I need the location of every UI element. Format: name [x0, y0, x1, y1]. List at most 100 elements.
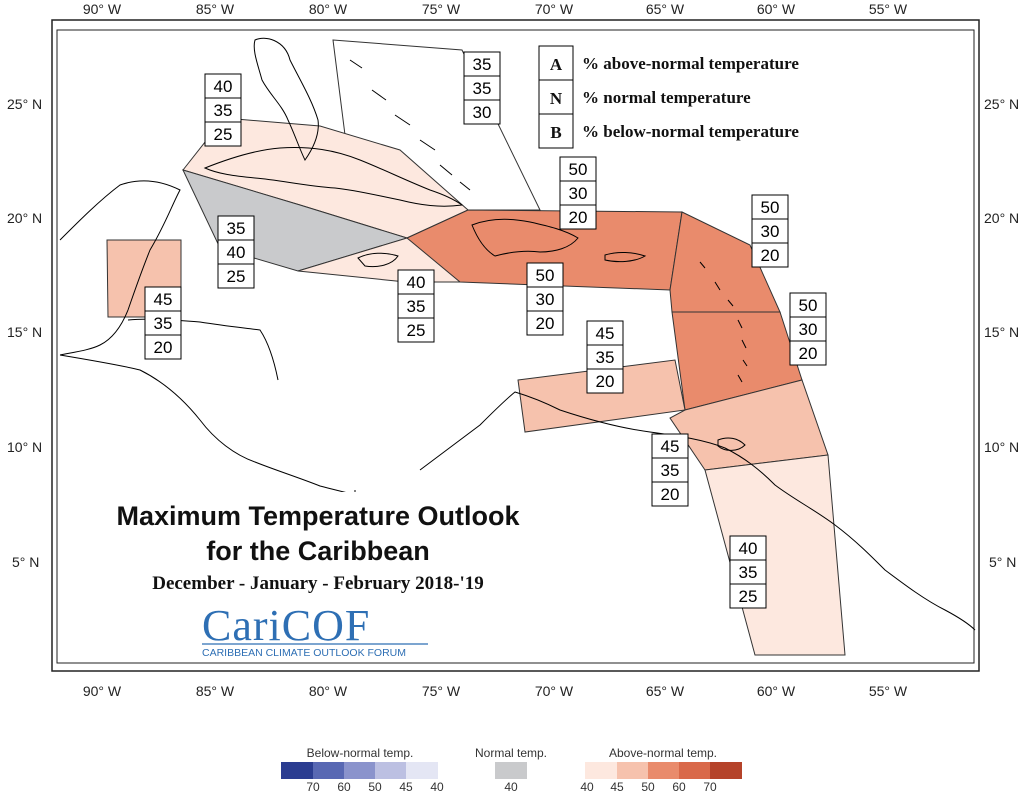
probability-cell — [526, 310, 564, 336]
lat-tick-label: 10° N — [7, 439, 42, 455]
legend-key-letter-a: A — [550, 55, 563, 74]
probability-cell — [789, 340, 827, 366]
cuba-coast — [203, 147, 464, 207]
colorbar-above-swatch — [679, 762, 710, 779]
puerto-rico-coast — [604, 252, 647, 263]
probability-cell — [217, 263, 255, 289]
probability-value: 20 — [154, 338, 173, 357]
colorbar-above-title: Above-normal temp. — [609, 746, 717, 760]
logo-wordmark: CariCOF — [202, 601, 370, 650]
probability-cell — [651, 457, 689, 483]
probability-cell — [651, 433, 689, 459]
legend-key-letter-n: N — [550, 89, 563, 108]
lon-tick-label: 60° W — [757, 683, 796, 699]
probability-cell — [751, 242, 789, 268]
colorbar-normal-tick: 40 — [504, 780, 518, 791]
probability-value: 20 — [536, 314, 555, 333]
lat-tick-label: 20° N — [984, 210, 1019, 226]
probability-box: 40 35 25 — [204, 73, 242, 147]
probability-value: 20 — [761, 246, 780, 265]
hispaniola-coast — [471, 218, 579, 257]
probability-value: 35 — [739, 563, 758, 582]
probability-value: 25 — [214, 125, 233, 144]
lon-tick-label: 80° W — [309, 683, 348, 699]
probability-value: 40 — [739, 539, 758, 558]
legend-key-box-n — [538, 79, 574, 115]
probability-cell — [463, 99, 501, 125]
inner-frame — [56, 29, 975, 664]
probability-value: 20 — [661, 485, 680, 504]
lat-tick-label: 5° N — [12, 554, 39, 570]
probability-cell — [651, 481, 689, 507]
probability-value: 35 — [227, 219, 246, 238]
coastlines — [59, 37, 976, 631]
probability-value: 35 — [661, 461, 680, 480]
legend-key-letter-b: B — [550, 123, 561, 142]
legend-key-text-a: % above-normal temperature — [582, 54, 799, 73]
lat-tick-label: 25° N — [984, 96, 1019, 112]
title-line2: for the Caribbean — [206, 536, 430, 566]
probability-box: 45 35 20 — [144, 286, 182, 360]
probability-value: 50 — [799, 296, 818, 315]
probability-cell — [144, 310, 182, 336]
forecast-regions — [106, 39, 846, 656]
probability-cell — [586, 368, 624, 394]
lon-tick-label: 65° W — [646, 683, 685, 699]
probability-box: 45 35 20 — [586, 320, 624, 394]
lon-tick-label: 60° W — [757, 1, 796, 17]
probability-value: 35 — [154, 314, 173, 333]
probability-cell — [559, 180, 597, 206]
lon-tick-label: 75° W — [422, 1, 461, 17]
colorbar-above-tick: 50 — [641, 780, 655, 791]
colorbar-above-swatch — [710, 762, 742, 779]
probability-cell — [217, 215, 255, 241]
probability-value: 25 — [739, 587, 758, 606]
probability-value: 40 — [407, 273, 426, 292]
lon-ticks-bottom: 90° W 85° W 80° W 75° W 70° W 65° W 60° … — [83, 683, 908, 699]
lesser-antilles — [699, 261, 748, 383]
probability-value: 30 — [536, 290, 555, 309]
probability-value: 40 — [227, 243, 246, 262]
season-subtitle: December - January - February 2018-'19 — [152, 573, 484, 594]
probability-cell — [559, 204, 597, 230]
probability-value: 45 — [661, 437, 680, 456]
probability-cell — [789, 292, 827, 318]
lat-ticks-right: 25° N 20° N 15° N 10° N 5° N — [984, 96, 1019, 570]
colorbar-below-tick: 40 — [430, 780, 444, 791]
probability-value: 45 — [154, 290, 173, 309]
colorbar: Below-normal temp. Normal temp. Above-no… — [281, 746, 742, 791]
probability-value: 35 — [407, 297, 426, 316]
probability-cell — [729, 583, 767, 609]
lat-tick-label: 10° N — [984, 439, 1019, 455]
probability-value: 20 — [569, 208, 588, 227]
probability-value: 25 — [227, 267, 246, 286]
colorbar-above-swatch — [585, 762, 617, 779]
trinidad-coast — [717, 437, 746, 451]
lat-tick-label: 15° N — [7, 324, 42, 340]
lon-tick-label: 75° W — [422, 683, 461, 699]
probability-value: 35 — [214, 101, 233, 120]
probability-value: 30 — [569, 184, 588, 203]
colorbar-above-tick: 60 — [672, 780, 686, 791]
south-america-coast — [419, 391, 976, 631]
probability-value: 35 — [596, 348, 615, 367]
lon-tick-label: 85° W — [196, 683, 235, 699]
probability-box: 35 40 25 — [217, 215, 255, 289]
probability-cell — [751, 194, 789, 220]
yucatan-coast — [59, 180, 181, 356]
probability-value: 35 — [473, 79, 492, 98]
lon-tick-label: 90° W — [83, 683, 122, 699]
colorbar-above-swatch — [648, 762, 679, 779]
probability-value: 25 — [407, 321, 426, 340]
probability-box: 40 35 25 — [397, 269, 435, 343]
colorbar-below-tick: 45 — [399, 780, 413, 791]
jamaica-coast — [357, 252, 399, 268]
lat-tick-label: 5° N — [989, 554, 1016, 570]
probability-cell — [729, 535, 767, 561]
probability-value: 20 — [799, 344, 818, 363]
legend-key: A N B % above-normal temperature % norma… — [538, 45, 799, 149]
lat-tick-label: 20° N — [7, 210, 42, 226]
probability-box: 40 35 25 — [729, 535, 767, 609]
colorbar-above-tick: 45 — [610, 780, 624, 791]
